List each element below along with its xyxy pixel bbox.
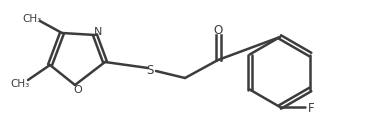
- Text: O: O: [213, 23, 223, 36]
- Text: CH₃: CH₃: [10, 79, 30, 89]
- Text: F: F: [308, 101, 314, 114]
- Text: S: S: [146, 64, 154, 77]
- Text: CH₃: CH₃: [22, 14, 41, 24]
- Text: O: O: [74, 85, 82, 95]
- Text: N: N: [94, 27, 102, 37]
